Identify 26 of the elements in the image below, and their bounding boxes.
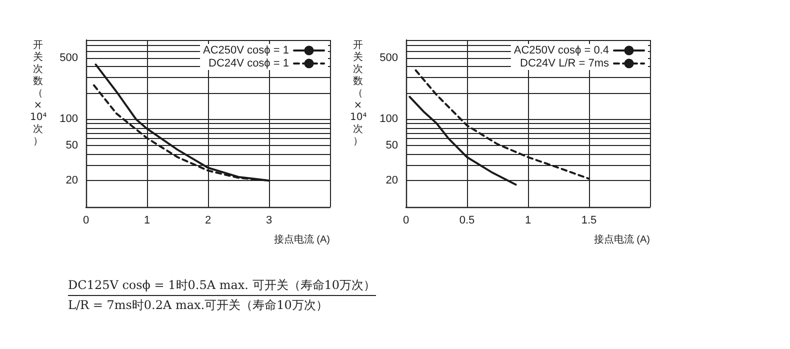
x-tick-label: 1.5 [581, 214, 597, 226]
y-tick-label: 20 [386, 174, 398, 187]
legend-label: AC250V cosϕ = 0.4 [514, 44, 609, 56]
y-tick-label: 20 [66, 174, 78, 187]
text: 开关次数（×10⁴次） [350, 40, 367, 147]
x-tick-label: 0 [82, 214, 90, 226]
legend-label: DC24V cosϕ = 1 [208, 58, 289, 70]
y-tick-label: 50 [66, 140, 78, 152]
x-tick-label: 1 [144, 214, 150, 226]
x-tick-label: 1 [524, 214, 532, 226]
legend-label: AC250V cosϕ = 1 [203, 44, 289, 56]
text: DC125V cosϕ = 1时0.5A max. 可开关（寿命10万次） [68, 276, 376, 296]
y-tick-label: 500 [60, 52, 78, 64]
text: 开关次数（×10⁴次） [30, 40, 47, 147]
x-axis-title: 接点电流 (A) [594, 234, 650, 246]
text: L/R = 7ms时0.2A max.可开关（寿命10万次） [68, 297, 329, 314]
x-tick-label: 0 [402, 214, 410, 226]
y-tick-label: 100 [60, 113, 78, 126]
x-tick-label: 2 [204, 214, 212, 226]
x-tick-label: 0.5 [459, 214, 475, 226]
legend-label: DC24V L/R = 7ms [520, 58, 610, 70]
x-tick-label: 3 [266, 214, 272, 226]
y-tick-label: 50 [386, 140, 398, 152]
y-tick-label: 500 [380, 52, 398, 64]
y-tick-label: 100 [380, 113, 398, 126]
x-axis-title: 接点电流 (A) [274, 234, 330, 246]
